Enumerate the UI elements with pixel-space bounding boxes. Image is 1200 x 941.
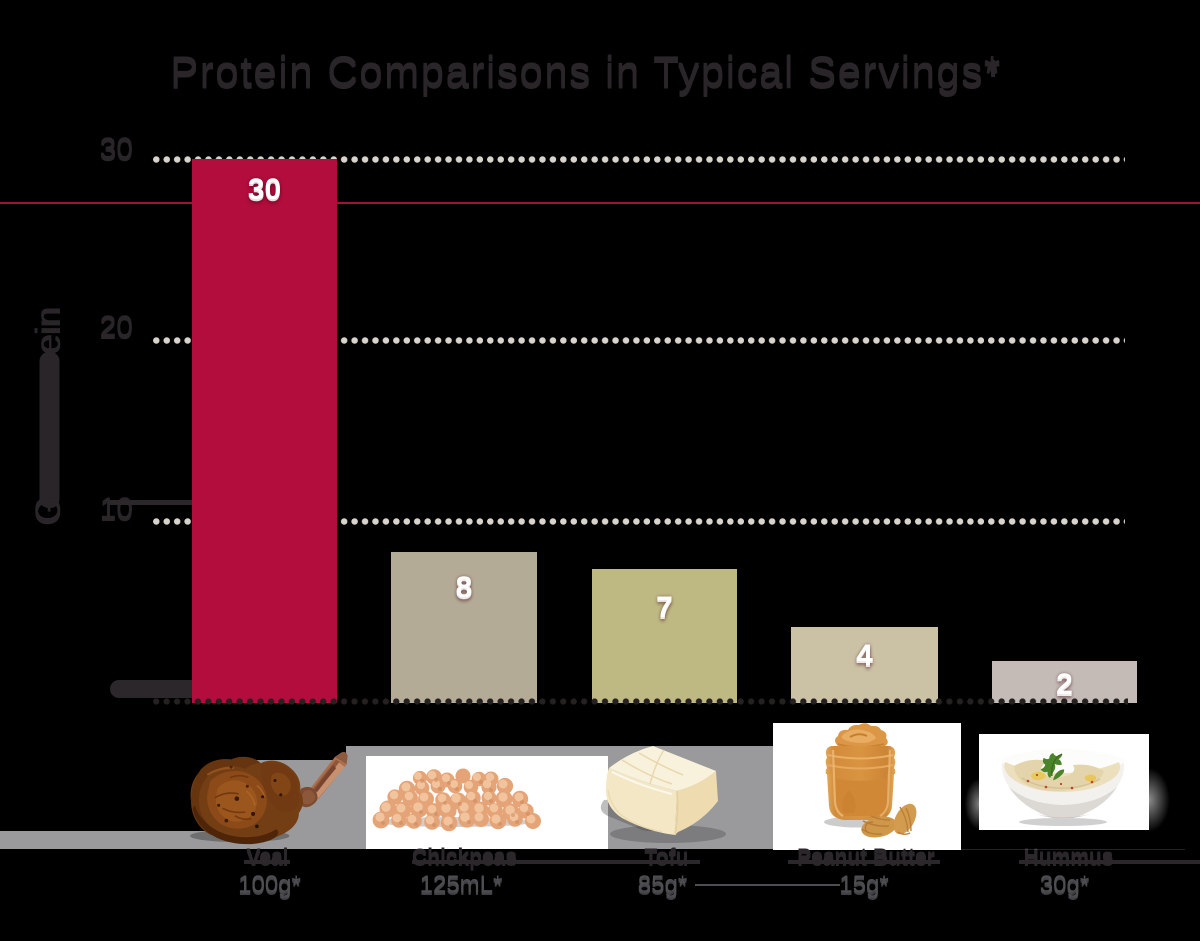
svg-text:ein: ein (30, 308, 68, 355)
svg-text:G: G (30, 496, 68, 523)
svg-text:ein: ein (30, 306, 68, 353)
svg-text:G: G (30, 499, 68, 526)
